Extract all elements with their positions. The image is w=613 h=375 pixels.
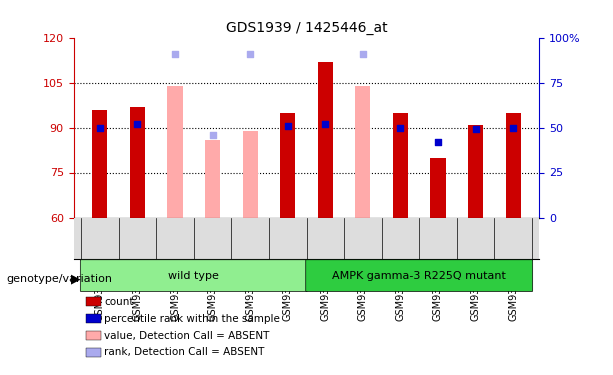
Point [208,132,218,138]
Point [245,51,255,57]
Bar [167,86,183,218]
Point [358,51,368,57]
Text: genotype/variation: genotype/variation [6,274,112,284]
Point [95,124,105,130]
Bar [280,112,295,218]
Text: percentile rank within the sample: percentile rank within the sample [104,314,280,324]
Title: GDS1939 / 1425446_at: GDS1939 / 1425446_at [226,21,387,35]
Text: wild type: wild type [169,271,219,280]
Text: ▶: ▶ [70,273,80,286]
Text: AMPK gamma-3 R225Q mutant: AMPK gamma-3 R225Q mutant [332,271,506,280]
Point [170,51,180,57]
Point [321,121,330,127]
FancyBboxPatch shape [306,260,533,291]
Bar [243,130,257,218]
Bar [356,86,370,218]
Point [508,124,518,130]
Bar [130,106,145,218]
Point [433,139,443,145]
Point [283,123,292,129]
Text: value, Detection Call = ABSENT: value, Detection Call = ABSENT [104,331,270,340]
Bar [430,158,446,218]
Bar [393,112,408,218]
Bar [318,62,333,217]
Point [132,121,142,127]
Bar [93,110,107,218]
Text: count: count [104,297,134,307]
Bar [468,124,483,217]
Bar [506,112,520,218]
Point [395,124,405,130]
Bar [205,140,220,218]
Point [471,126,481,132]
Text: rank, Detection Call = ABSENT: rank, Detection Call = ABSENT [104,348,265,357]
FancyBboxPatch shape [80,260,307,291]
